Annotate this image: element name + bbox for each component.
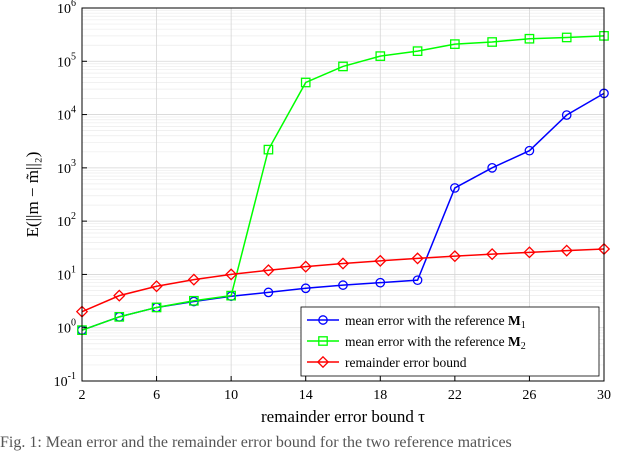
data-point: [338, 280, 348, 290]
grid: [81, 7, 605, 382]
plot-frame: [81, 7, 605, 382]
data-point: [263, 144, 274, 155]
x-tick-label: 6: [153, 388, 160, 403]
x-tick-label: 2: [79, 388, 86, 403]
data-point: [524, 145, 535, 156]
data-point: [523, 246, 536, 259]
data-point: [450, 183, 460, 193]
data-point: [375, 51, 386, 61]
data-point: [225, 268, 238, 281]
series-line: [81, 248, 605, 313]
data-point: [300, 77, 311, 88]
data-point: [300, 283, 311, 294]
legend-swatch-marker: [318, 336, 328, 346]
legend-label: remainder error bound: [345, 355, 467, 370]
y-axis-label: E(||m − m̃||₂): [23, 152, 42, 238]
data-point: [524, 33, 535, 44]
x-tick-label: 10: [224, 388, 238, 403]
data-point: [412, 46, 423, 56]
data-point: [187, 273, 200, 286]
x-tick-label: 18: [373, 388, 387, 403]
data-point: [336, 257, 350, 270]
data-point: [263, 287, 274, 298]
legend-box: [300, 306, 600, 377]
y-tick-label: 101: [57, 264, 76, 283]
data-point: [113, 289, 126, 302]
y-tick-label: 100: [57, 318, 76, 337]
x-tick-label: 14: [299, 388, 313, 403]
data-point: [189, 295, 199, 306]
y-tick-label: 106: [57, 0, 76, 17]
y-tick-label: 103: [57, 158, 76, 177]
data-point: [487, 163, 497, 173]
data-point: [151, 302, 162, 313]
data-point: [374, 254, 387, 267]
data-point: [560, 244, 573, 257]
legend: mean error with the reference M1 mean err…: [300, 306, 600, 377]
legend-label: mean error with the reference M2: [345, 334, 526, 352]
data-point: [486, 248, 499, 261]
data-point: [561, 32, 572, 43]
data-point: [561, 110, 572, 120]
data-point: [226, 290, 236, 301]
data-point: [150, 280, 163, 293]
x-tick-label: 30: [597, 388, 611, 403]
legend-swatch-marker: [318, 315, 328, 325]
figure-caption: Fig. 1: Mean error and the remainder err…: [0, 434, 512, 451]
data-point: [299, 260, 312, 273]
series-3: [75, 242, 611, 318]
legend-swatch-marker: [316, 355, 330, 369]
x-tick-label: 22: [448, 388, 462, 403]
series-1: [77, 88, 609, 336]
data-point: [262, 264, 275, 277]
x-axis-label: remainder error bound τ: [261, 407, 425, 426]
series-layer: [75, 31, 611, 336]
data-point: [487, 37, 497, 47]
data-point: [411, 252, 424, 265]
x-tick-label: 26: [522, 388, 536, 403]
y-tick-label: 10-1: [54, 371, 76, 390]
y-tick-label: 104: [57, 105, 76, 124]
data-point: [375, 277, 386, 288]
data-point: [338, 61, 348, 72]
series-line: [81, 92, 605, 331]
data-point: [114, 311, 125, 322]
data-point: [448, 250, 461, 263]
y-tick-label: 105: [57, 51, 76, 70]
data-point: [412, 275, 423, 286]
legend-label: mean error with the reference M1: [345, 313, 526, 331]
y-tick-label: 102: [57, 211, 76, 230]
series-line: [81, 35, 605, 331]
data-point: [450, 39, 460, 49]
